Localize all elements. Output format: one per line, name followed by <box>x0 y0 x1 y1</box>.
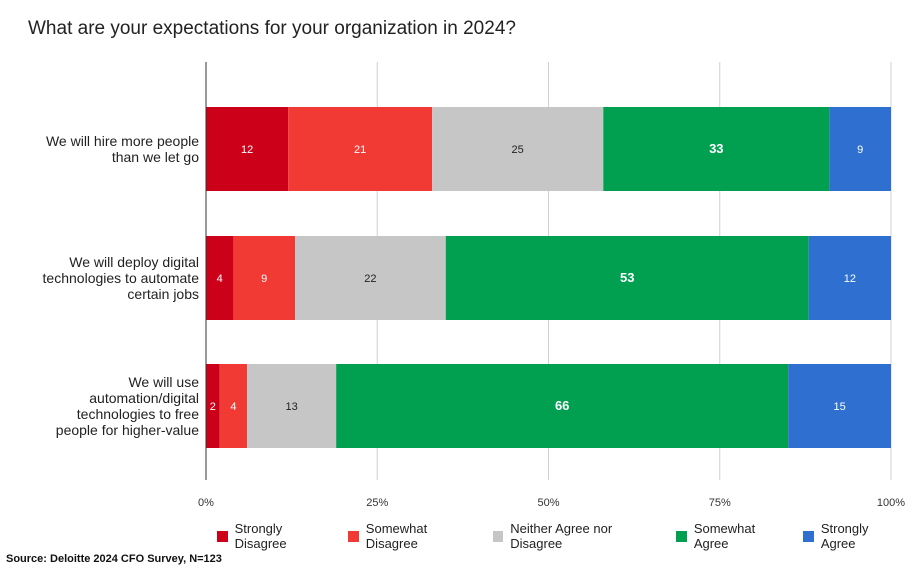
chart-title: What are your expectations for your orga… <box>28 18 516 39</box>
category-label: technologies to automate <box>43 270 200 286</box>
legend-swatch-neither <box>492 530 504 542</box>
x-tick-label: 75% <box>709 497 731 509</box>
category-label: We will deploy digital <box>69 254 199 270</box>
x-tick-label: 0% <box>198 497 214 509</box>
legend-label-neither: Neither Agree nor Disagree <box>510 521 613 551</box>
bar-segment <box>445 236 809 320</box>
legend-item-somewhat-agree: Somewhat Agree <box>676 521 789 551</box>
data-label: 22 <box>364 273 376 285</box>
bar-segment <box>788 364 891 448</box>
bar-segment <box>295 236 446 320</box>
legend-item-neither: Neither Agree nor Disagree <box>492 521 663 551</box>
data-label: 4 <box>217 273 223 285</box>
data-label: 21 <box>354 144 366 156</box>
legend-swatch-somewhat-agree <box>676 530 687 542</box>
bar-segment <box>808 236 891 320</box>
legend: Strongly Disagree Somewhat Disagree Neit… <box>217 521 917 551</box>
category-label: We will use <box>128 374 199 390</box>
data-label: 9 <box>857 144 863 156</box>
bar-segment <box>206 107 289 191</box>
data-label: 66 <box>555 398 569 413</box>
bar-segment <box>829 107 891 191</box>
data-label: 13 <box>286 401 298 413</box>
bar-segment <box>603 107 830 191</box>
data-label: 53 <box>620 270 634 285</box>
legend-swatch-strongly-agree <box>803 530 814 542</box>
bar-segment <box>233 236 296 320</box>
legend-item-strongly-agree: Strongly Agree <box>803 521 903 551</box>
data-label: 12 <box>241 144 253 156</box>
legend-label-strongly-disagree: Strongly Disagree <box>234 521 287 551</box>
bar-segment <box>206 236 234 320</box>
legend-label-somewhat-disagree: Somewhat Disagree <box>365 521 428 551</box>
category-label: automation/digital <box>89 390 199 406</box>
source-note: Source: Deloitte 2024 CFO Survey, N=123 <box>6 553 222 565</box>
data-label: 33 <box>709 141 723 156</box>
legend-item-somewhat-disagree: Somewhat Disagree <box>348 521 478 551</box>
bar-segment <box>288 107 433 191</box>
x-tick-label: 25% <box>366 497 388 509</box>
legend-swatch-strongly-disagree <box>217 530 228 542</box>
data-label: 12 <box>844 273 856 285</box>
legend-item-strongly-disagree: Strongly Disagree <box>217 521 334 551</box>
bar-segment <box>219 364 248 448</box>
bar-segment <box>206 364 220 448</box>
data-label: 15 <box>834 401 846 413</box>
category-label: technologies to free <box>77 406 199 422</box>
category-label: certain jobs <box>127 286 199 302</box>
category-label: people for higher-value <box>56 422 199 438</box>
x-tick-label: 100% <box>877 497 905 509</box>
data-label: 4 <box>230 401 236 413</box>
data-label: 9 <box>261 273 267 285</box>
data-label: 2 <box>210 401 216 413</box>
legend-swatch-somewhat-disagree <box>348 530 359 542</box>
bar-segment <box>247 364 337 448</box>
category-label: than we let go <box>112 149 199 165</box>
data-label: 25 <box>512 144 524 156</box>
legend-label-somewhat-agree: Somewhat Agree <box>693 521 756 551</box>
category-label: We will hire more people <box>46 133 199 149</box>
x-tick-label: 50% <box>537 497 559 509</box>
legend-label-strongly-agree: Strongly Agree <box>820 521 869 551</box>
bar-segment <box>336 364 789 448</box>
bar-segment <box>432 107 604 191</box>
stacked-bar-chart: 0% 25% 50% 75% 100% 12 21 25 33 9 We will hire mor… <box>43 62 905 509</box>
